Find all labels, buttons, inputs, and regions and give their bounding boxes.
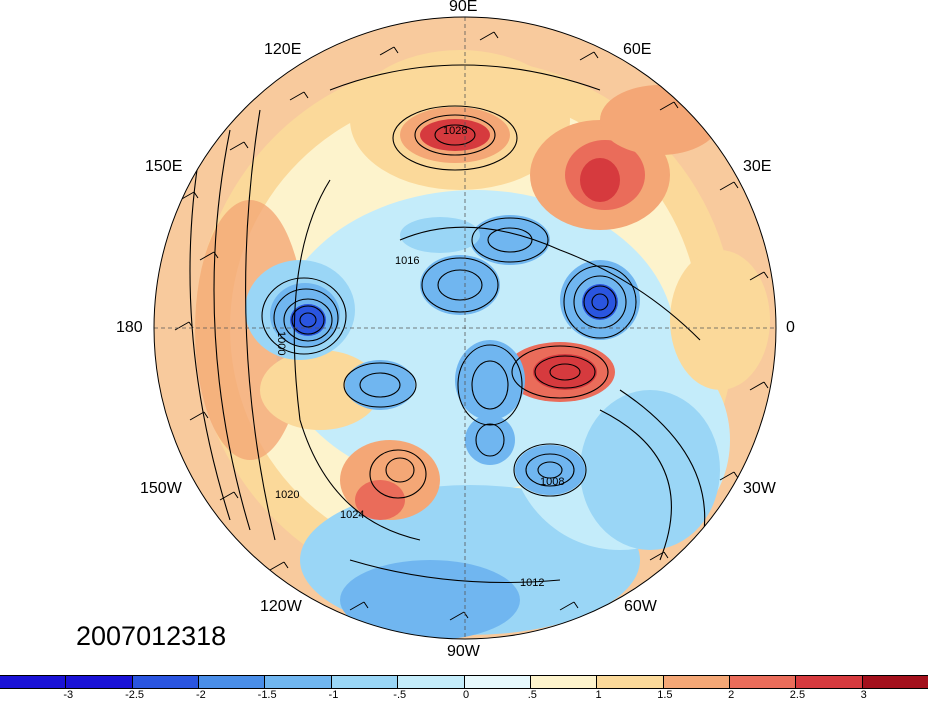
contour-label: 1000 [275,331,287,355]
colorbar-tick-label: 1 [595,689,602,701]
colorbar-cell [597,676,664,688]
longitude-label-120w: 120W [260,598,302,615]
colorbar-cell [663,676,730,688]
contour-label: 1028 [443,125,467,137]
colorbar [0,675,928,689]
colorbar-tick-label: .5 [527,689,537,701]
wind-barbs [174,31,769,621]
contour-label: 1016 [395,255,419,267]
colorbar-cell [464,676,531,688]
colorbar-tick-label: 2.5 [789,689,806,701]
colorbar-tick-label: -1 [328,689,339,701]
longitude-label-150e: 150E [145,158,183,175]
colorbar-tick-label: -3 [63,689,74,701]
colorbar-cell [331,676,399,688]
contour-label: 1020 [275,489,299,501]
longitude-label-60e: 60E [623,41,652,58]
colorbar-tick-label: -2.5 [125,689,145,701]
longitude-label-180: 180 [116,319,143,336]
colorbar-cell [199,676,266,688]
contour-label: 1012 [520,577,544,589]
longitude-label-0: 0 [786,319,795,336]
colorbar-tick-label: 2 [728,689,735,701]
colorbar-cell [796,676,863,688]
timestamp-label: 2007012318 [76,621,227,651]
colorbar-tick-label: 0 [462,689,470,701]
polar-map: 1000 1008 1012 1016 1020 1024 1028 [153,16,777,640]
colorbar-cell [862,676,928,688]
contour-label-group: 1000 1008 1012 1016 1020 1024 1028 [275,125,564,589]
anomaly-shading [154,17,776,639]
longitude-label-90w: 90W [447,643,480,660]
colorbar-tick-label: 3 [860,689,867,701]
colorbar-cell [0,676,67,688]
colorbar-tick-label: -2 [195,689,206,701]
colorbar-tick-label: -1.5 [257,689,277,701]
contour-label: 1008 [540,476,564,488]
longitude-label-150w: 150W [140,480,182,497]
colorbar-cell [265,676,332,688]
colorbar-cell [530,676,598,688]
longitude-label-90e: 90E [449,0,478,15]
colorbar-cell [729,676,797,688]
longitude-label-30w: 30W [743,480,776,497]
colorbar-tick-label: 1.5 [657,689,673,701]
longitude-label-60w: 60W [624,598,657,615]
graticule [154,17,776,639]
colorbar-cell [132,676,200,688]
pressure-contours [189,64,706,584]
longitude-label-120e: 120E [264,41,302,58]
contour-label: 1024 [340,509,364,521]
colorbar-cell [66,676,133,688]
colorbar-tick-label: -.5 [393,689,407,701]
map-boundary [153,16,777,640]
longitude-label-30e: 30E [743,158,772,175]
colorbar-cell [398,676,465,688]
